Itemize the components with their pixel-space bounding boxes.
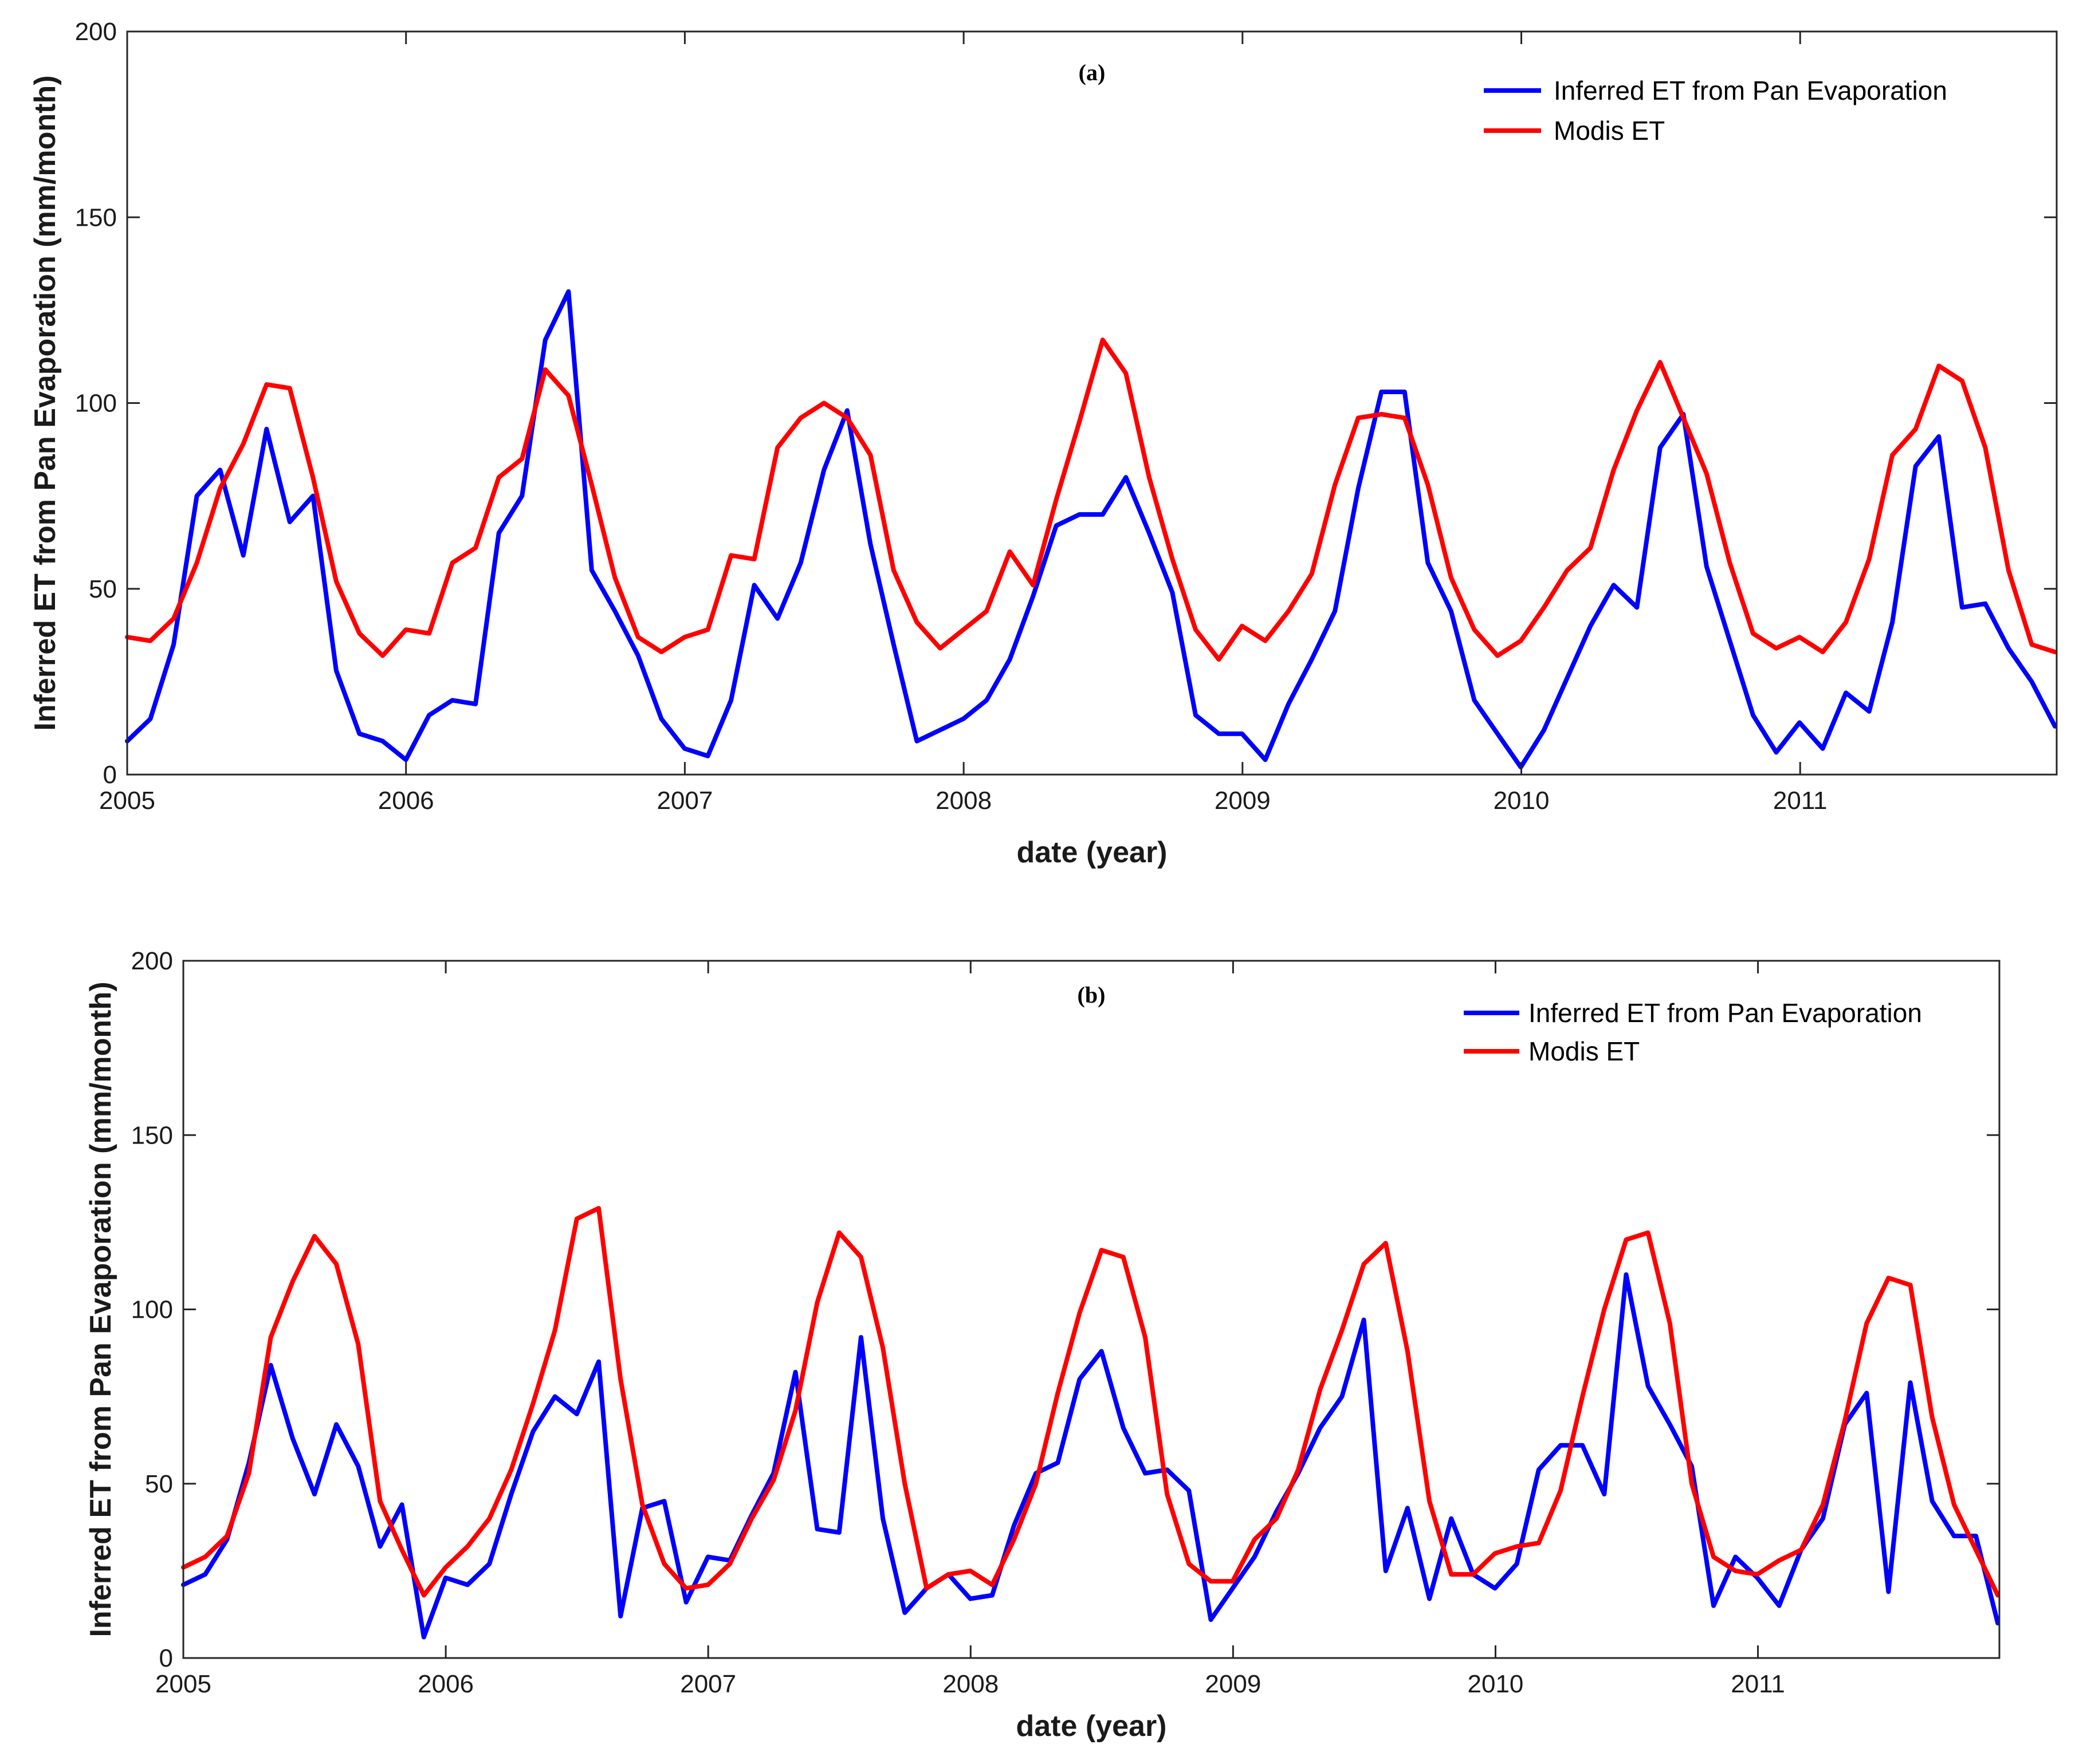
x-tick-label: 2009: [1215, 787, 1271, 815]
panel-title: (a): [1079, 60, 1106, 85]
series-line-modis-et: [125, 337, 2057, 662]
chart-panel-b: 2005 2006 2007 2008 2009 2010 2011050100150200…: [84, 947, 2001, 1743]
legend: Inferred ET from Pan Evaporation Modis E…: [1464, 998, 1922, 1066]
y-axis-label: Inferred ET from Pan Evaporation (mm/mon…: [29, 75, 62, 730]
legend: Inferred ET from Pan Evaporation Modis E…: [1484, 76, 1947, 146]
x-tick-label: 2009: [1205, 1670, 1261, 1698]
x-axis-label: date (year): [1016, 1710, 1167, 1743]
chart-panel-a: 2005 2006 2007 2008 2009 2010 2011050100150200…: [29, 18, 2058, 869]
x-tick-label: 2005: [99, 787, 155, 815]
x-tick-label: 2006: [418, 1670, 474, 1698]
x-tick-label: 2010: [1494, 787, 1550, 815]
y-tick-label: 150: [75, 203, 117, 231]
y-tick-label: 200: [131, 947, 173, 975]
x-tick-label: 2006: [378, 787, 434, 815]
legend-label-modis: Modis ET: [1528, 1036, 1640, 1066]
y-tick-label: 50: [89, 575, 117, 603]
x-tick-label: 2007: [680, 1670, 736, 1698]
series-line-inferred-et: [125, 289, 2057, 769]
y-tick-label: 50: [145, 1470, 173, 1498]
y-tick-label: 150: [131, 1121, 173, 1149]
x-tick-label: 2008: [942, 1670, 999, 1698]
legend-label-inferred: Inferred ET from Pan Evaporation: [1528, 998, 1922, 1028]
y-axis-label: Inferred ET from Pan Evaporation (mm/mon…: [84, 981, 117, 1637]
ticks-layer: 2005 2006 2007 2008 2009 2010 2011 0 50 100 150 200: [131, 947, 1999, 1698]
x-tick-label: 2008: [936, 787, 992, 815]
y-tick-label: 100: [75, 390, 117, 418]
y-tick-label: 100: [131, 1296, 173, 1324]
legend-label-inferred: Inferred ET from Pan Evaporation: [1554, 76, 1947, 105]
y-tick-label: 0: [103, 761, 117, 789]
ticks-layer: 2005 2006 2007 2008 2009 2010 2011 0 50 100 150 200: [75, 18, 2057, 815]
x-tick-label: 2011: [1731, 1670, 1785, 1698]
x-tick-label: 2010: [1468, 1670, 1524, 1698]
series-layer: [125, 289, 2057, 769]
y-tick-label: 0: [159, 1644, 173, 1672]
series-layer: [181, 1206, 2001, 1640]
series-line-modis-et: [181, 1206, 2001, 1598]
panel-title: (b): [1078, 982, 1106, 1008]
x-axis-label: date (year): [1017, 836, 1168, 869]
x-tick-label: 2005: [155, 1670, 211, 1698]
legend-label-modis: Modis ET: [1554, 116, 1665, 146]
x-tick-label: 2011: [1773, 787, 1828, 815]
y-tick-label: 200: [75, 18, 117, 46]
x-tick-label: 2007: [657, 787, 713, 815]
